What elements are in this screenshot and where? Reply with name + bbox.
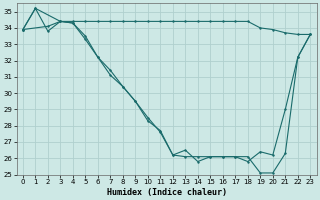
X-axis label: Humidex (Indice chaleur): Humidex (Indice chaleur): [107, 188, 227, 197]
